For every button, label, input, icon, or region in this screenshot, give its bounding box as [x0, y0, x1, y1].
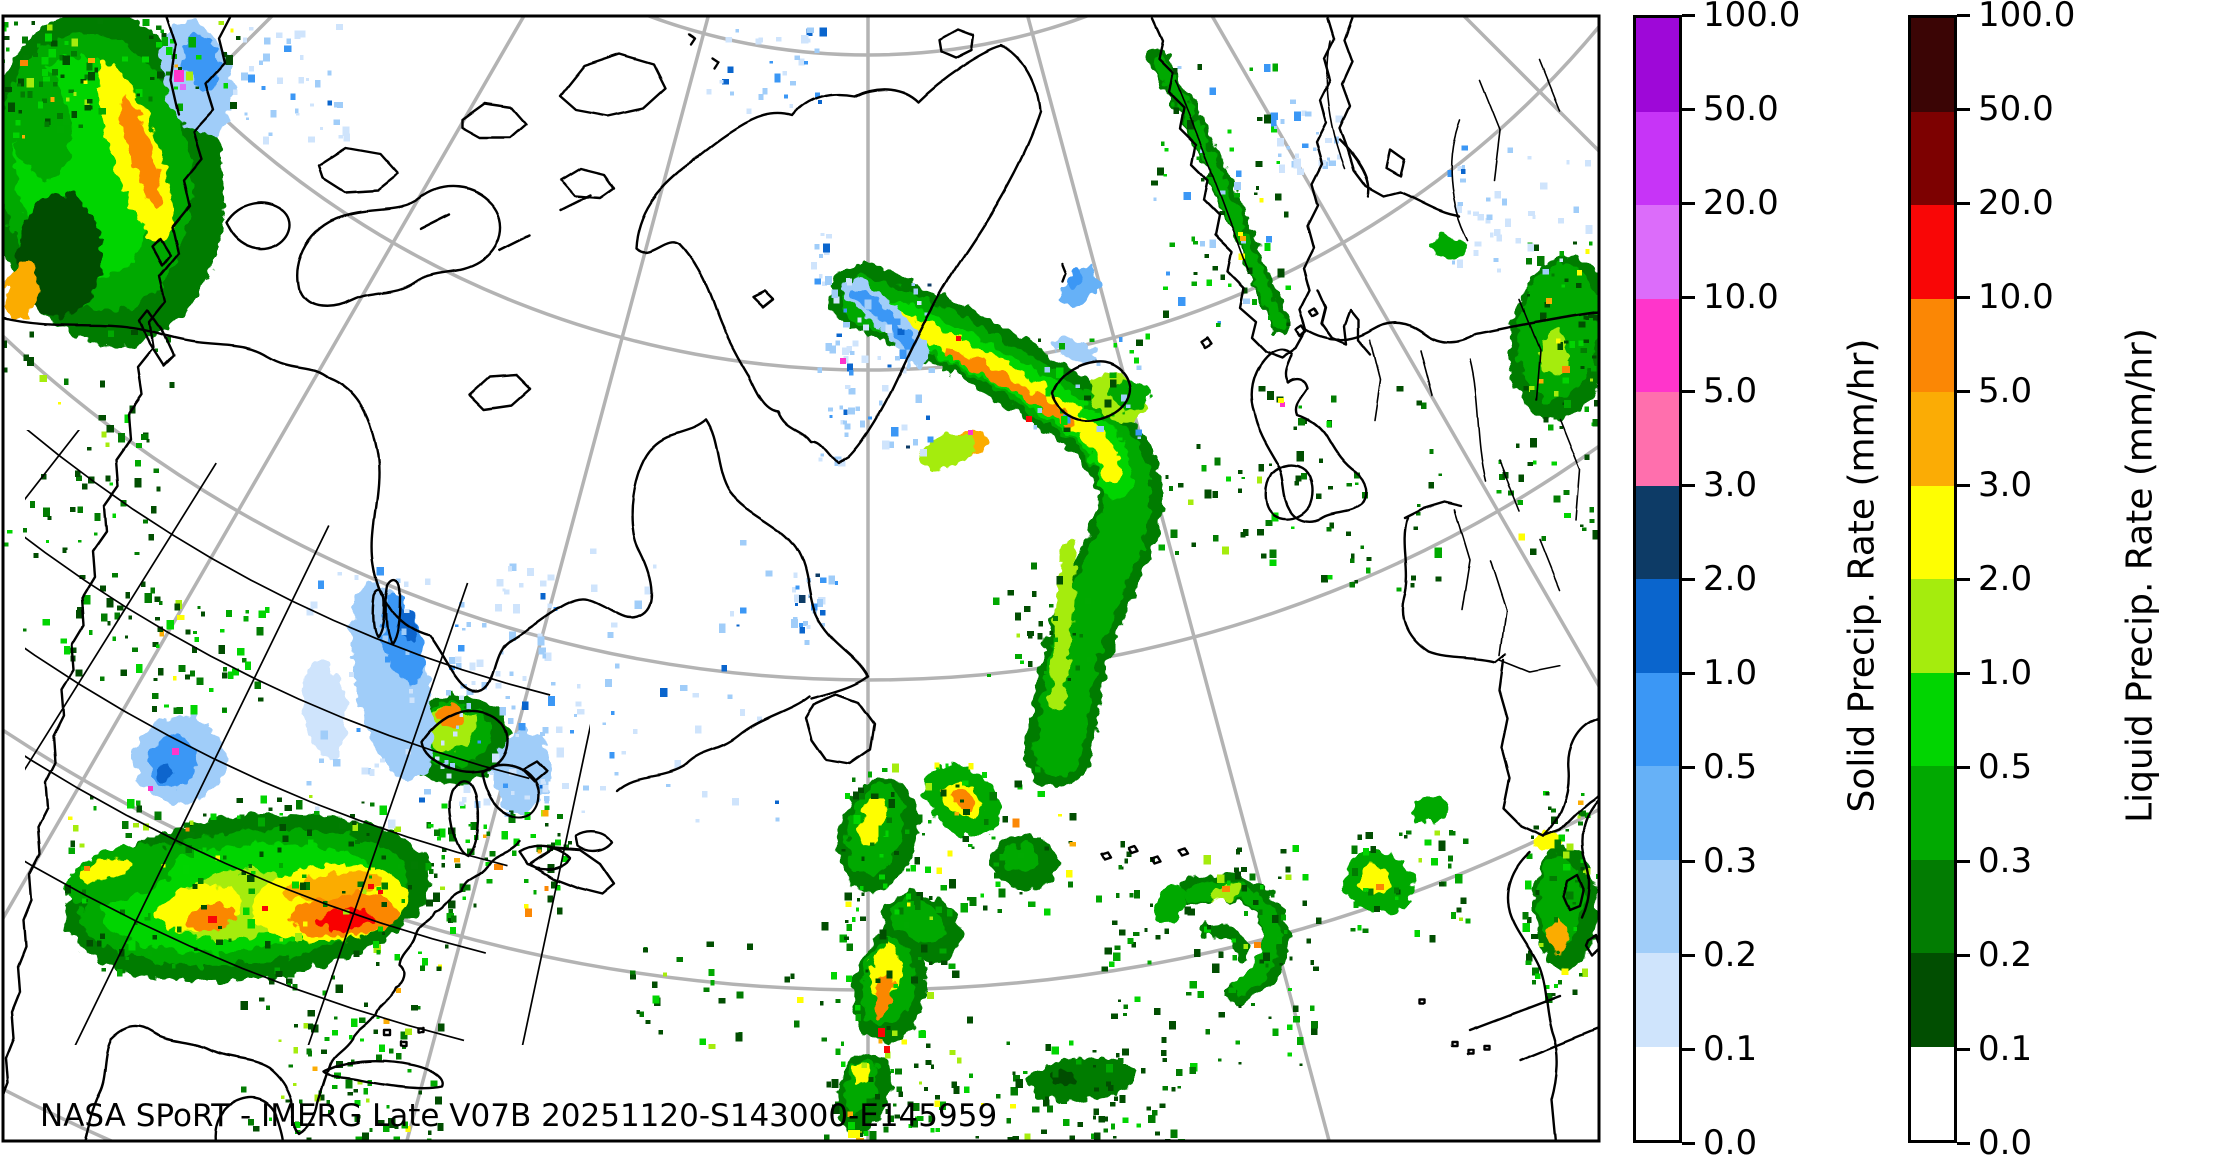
colorbar-tick-label: 100.0	[1978, 0, 2076, 35]
colorbar-segment	[1636, 1046, 1679, 1140]
colorbar-tick-label: 0.2	[1703, 935, 1758, 975]
colorbar-tick-label: 5.0	[1703, 371, 1758, 411]
colorbar-tick-label: 0.5	[1703, 747, 1758, 787]
colorbar-tick-label: 20.0	[1703, 183, 1779, 223]
colorbar-segment	[1636, 298, 1679, 392]
coastlines	[3, 16, 1599, 1141]
colorbar-segment	[1636, 859, 1679, 953]
colorbar-tick-label: 0.3	[1978, 841, 2033, 881]
colorbar-tick	[1957, 107, 1970, 111]
colorbar-tick	[1682, 671, 1695, 675]
colorbar-tick	[1682, 295, 1695, 299]
colorbar-segment	[1911, 205, 1954, 299]
colorbar-segment	[1911, 579, 1954, 673]
colorbar-tick	[1957, 1047, 1970, 1051]
colorbar-segment	[1911, 18, 1954, 112]
colorbar-segment	[1911, 953, 1954, 1047]
colorbar-tick-label: 50.0	[1978, 89, 2054, 129]
map-frame	[1, 14, 1601, 1143]
colorbar-tick	[1957, 953, 1970, 957]
colorbar-tick	[1957, 483, 1970, 487]
colorbar-tick	[1682, 1141, 1695, 1145]
colorbar-axis-label-solid: Solid Precip. Rate (mm/hr)	[1841, 338, 1883, 813]
colorbar-tick-label: 5.0	[1978, 371, 2033, 411]
colorbar-tick	[1957, 13, 1970, 17]
colorbar-segment	[1636, 485, 1679, 579]
colorbar-tick-label: 0.0	[1978, 1123, 2033, 1163]
colorbar-tick	[1682, 765, 1695, 769]
colorbar-segment	[1911, 672, 1954, 766]
colorbar-tick-label: 0.1	[1978, 1029, 2033, 1069]
colorbar-tick-label: 0.5	[1978, 747, 2033, 787]
colorbar-axis-label-liquid: Liquid Precip. Rate (mm/hr)	[2119, 328, 2161, 823]
colorbar-segment	[1911, 859, 1954, 953]
colorbar-tick	[1957, 671, 1970, 675]
colorbar-tick-label: 20.0	[1978, 183, 2054, 223]
precipitation-speckle-layer	[3, 18, 1599, 1141]
colorbar-tick	[1682, 577, 1695, 581]
colorbar-tick	[1957, 295, 1970, 299]
colorbar-segment	[1636, 766, 1679, 860]
colorbar-tick	[1682, 201, 1695, 205]
colorbar-liquid	[1908, 15, 1957, 1143]
colorbar-tick-label: 0.2	[1978, 935, 2033, 975]
colorbar-tick	[1682, 483, 1695, 487]
colorbar-segment	[1911, 1046, 1954, 1140]
colorbar-tick-label: 0.1	[1703, 1029, 1758, 1069]
colorbar-tick-label: 10.0	[1703, 277, 1779, 317]
colorbar-tick-label: 2.0	[1978, 559, 2033, 599]
colorbar-tick-label: 1.0	[1978, 653, 2033, 693]
colorbar-segment	[1911, 298, 1954, 392]
colorbar-segment	[1636, 953, 1679, 1047]
colorbar-segment	[1636, 579, 1679, 673]
colorbar-tick-label: 10.0	[1978, 277, 2054, 317]
colorbar-segment	[1636, 111, 1679, 205]
colorbar-tick	[1957, 765, 1970, 769]
colorbar-tick-label: 100.0	[1703, 0, 1801, 35]
colorbar-segment	[1911, 111, 1954, 205]
colorbar-tick	[1957, 201, 1970, 205]
colorbar-segment	[1911, 485, 1954, 579]
colorbar-tick	[1957, 389, 1970, 393]
colorbar-tick	[1682, 107, 1695, 111]
colorbar-tick	[1957, 859, 1970, 863]
colorbar-tick-label: 2.0	[1703, 559, 1758, 599]
colorbar-tick-label: 0.3	[1703, 841, 1758, 881]
colorbar-tick	[1682, 859, 1695, 863]
colorbar-tick	[1682, 953, 1695, 957]
map-annotation: NASA SPoRT - IMERG Late V07B 20251120-S1…	[40, 1098, 998, 1134]
colorbar-tick	[1957, 1141, 1970, 1145]
colorbar-tick-label: 0.0	[1703, 1123, 1758, 1163]
colorbar-tick	[1957, 577, 1970, 581]
colorbar-tick-label: 3.0	[1703, 465, 1758, 505]
precipitation-layer	[3, 16, 1599, 1134]
colorbar-segment	[1636, 392, 1679, 486]
colorbar-tick	[1682, 389, 1695, 393]
colorbar-segment	[1636, 205, 1679, 299]
colorbar-segment	[1636, 18, 1679, 112]
precipitation-map	[1, 14, 1601, 1143]
colorbar-tick-label: 1.0	[1703, 653, 1758, 693]
colorbar-tick-label: 50.0	[1703, 89, 1779, 129]
colorbar-tick	[1682, 13, 1695, 17]
colorbar-solid	[1633, 15, 1682, 1143]
colorbar-tick	[1682, 1047, 1695, 1051]
colorbar-segment	[1636, 672, 1679, 766]
colorbar-segment	[1911, 392, 1954, 486]
colorbar-segment	[1911, 766, 1954, 860]
colorbar-tick-label: 3.0	[1978, 465, 2033, 505]
